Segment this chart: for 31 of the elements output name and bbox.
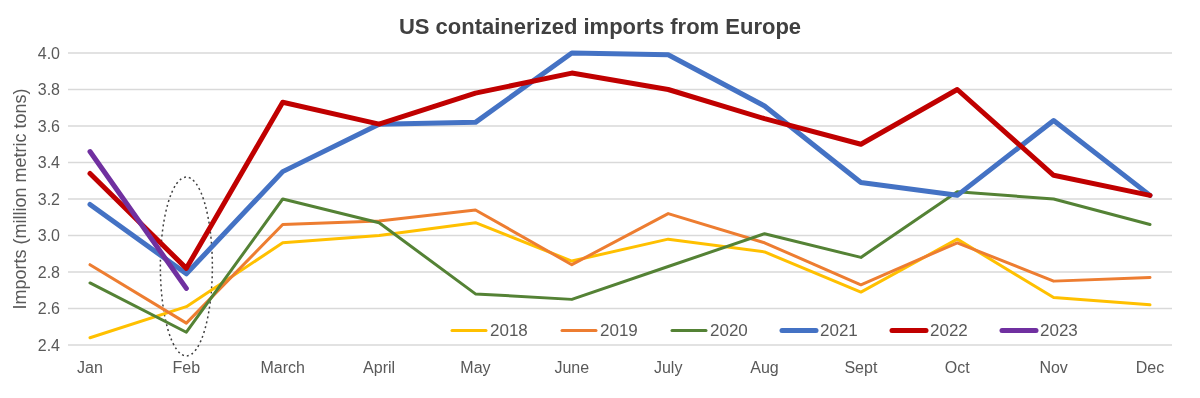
legend-label: 2021	[820, 321, 858, 341]
legend-label: 2022	[930, 321, 968, 341]
x-tick-label: March	[260, 359, 305, 376]
x-tick-label: April	[363, 359, 396, 376]
chart-title: US containerized imports from Europe	[398, 14, 802, 39]
x-tick-label: Dec	[1135, 359, 1165, 376]
x-tick-label: July	[653, 359, 683, 376]
x-tick-label: June	[554, 359, 590, 376]
legend-label: 2018	[490, 321, 528, 341]
y-tick-label: 3.0	[37, 227, 61, 245]
y-tick-label: 2.8	[37, 263, 61, 281]
y-tick-label: 3.2	[37, 190, 61, 208]
x-tick-label: Nov	[1039, 359, 1068, 376]
y-tick-label: 3.8	[37, 81, 61, 99]
y-tick-label: 3.6	[37, 117, 61, 135]
legend-label: 2023	[1040, 321, 1078, 341]
line-series	[88, 190, 1152, 334]
y-tick-label: 3.4	[37, 154, 61, 172]
x-tick-label: Sept	[844, 359, 878, 376]
legend-label: 2019	[600, 321, 638, 341]
y-axis-title: Imports (million metric tons)	[10, 88, 30, 310]
y-tick-label: 2.6	[37, 300, 61, 318]
x-tick-label: May	[460, 359, 491, 376]
x-tick-label: Aug	[750, 359, 779, 376]
line-series	[88, 208, 1152, 325]
y-tick-label: 4.0	[37, 44, 61, 62]
x-tick-label: Feb	[172, 359, 201, 376]
x-tick-label: Oct	[944, 359, 971, 376]
y-tick-label: 2.4	[37, 336, 61, 354]
legend-label: 2020	[710, 321, 748, 341]
x-tick-label: Jan	[77, 359, 103, 376]
